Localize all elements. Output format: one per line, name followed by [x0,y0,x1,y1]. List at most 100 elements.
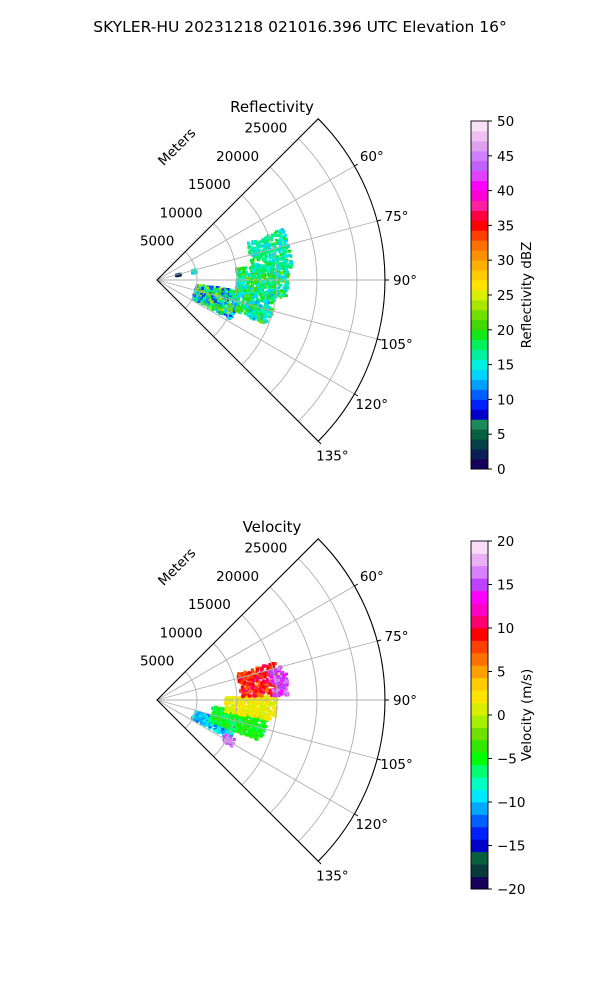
reflectivity-echo-gate [241,288,244,292]
reflectivity-echo-gate [242,293,246,297]
reflectivity-echo-gate [249,266,253,270]
reflectivity-echo-gate [258,271,262,275]
velocity-echo-gate [216,730,220,734]
velocity-panel: 5000 10000 15000 20000 25000 60° 75° 90° 105° 120… [140,518,535,898]
reflectivity-echo-gate [241,290,245,294]
reflectivity-colorbar-band [471,260,488,271]
velocity-echo-gate [216,709,220,712]
velocity-colorbar-band [471,727,488,741]
velocity-echo-gate [256,692,260,696]
reflectivity-echo-gate [249,293,253,297]
reflectivity-echo-gate [251,298,255,302]
reflectivity-echo-gate [256,301,260,305]
reflectivity-colorbar-band [471,309,488,321]
velocity-echo-gate [207,722,211,726]
reflectivity-echo-gate [239,274,242,278]
velocity-axes-frame [156,538,386,862]
reflectivity-echo-gate [257,251,261,255]
velocity-echo-gate [234,705,237,709]
reflectivity-echo-gate [244,285,248,289]
reflectivity-echo-gate [267,246,271,250]
reflectivity-echo-gate [215,304,219,308]
reflectivity-echo-gate [264,245,268,249]
reflectivity-echo-gate [247,277,251,281]
velocity-echo-gate [270,697,274,701]
reflectivity-echo-gate [246,283,250,287]
velocity-echo-gate [262,714,266,718]
reflectivity-colorbar-band [471,339,488,351]
reflectivity-echo-gate [251,265,255,269]
reflectivity-colorbar-tick-label: 20 [497,323,514,339]
reflectivity-echo-gate [265,242,269,246]
velocity-echo-gate [257,672,261,676]
velocity-echo-gate [237,727,241,731]
reflectivity-echo-gate [234,309,238,313]
velocity-echo-gate [236,711,240,715]
velocity-echo-gate [236,698,240,701]
reflectivity-colorbar-band [471,299,488,311]
reflectivity-echo-gate [276,271,280,275]
reflectivity-echo-gate [260,290,263,294]
velocity-echo-gate [205,715,208,719]
reflectivity-echo-gate [257,283,261,287]
velocity-echo-gate [257,681,261,685]
reflectivity-azimuth-gridline [156,220,378,281]
velocity-echo-gate [280,685,284,689]
reflectivity-echo-gate [257,311,261,315]
reflectivity-echo-gate [282,268,286,272]
reflectivity-colorbar-band [471,459,488,470]
reflectivity-echo-gate [213,292,216,296]
velocity-echo-gate [253,702,257,706]
reflectivity-colorbar-band [471,180,488,191]
reflectivity-echo-gate [212,295,216,299]
reflectivity-echo-gate [254,315,258,319]
reflectivity-echo-gate [277,286,281,290]
reflectivity-echo-gate [193,268,197,272]
reflectivity-azimuth-gridline [156,279,378,340]
velocity-echo-gate [235,729,239,733]
velocity-echo-gate [269,669,273,673]
reflectivity-echo-gate [272,281,276,285]
reflectivity-echo-gate [276,255,279,259]
velocity-echo-gate [258,666,262,670]
reflectivity-colorbar-band [471,270,488,281]
velocity-echo-gate [254,690,258,693]
reflectivity-polar-grid: 5000 10000 15000 20000 25000 60° 75° 90° 105° 120… [140,118,417,464]
reflectivity-echo-gate [250,259,254,263]
velocity-echo-gate [227,735,231,738]
reflectivity-echo-gate [220,292,224,296]
velocity-echo-gate [273,668,276,672]
reflectivity-echo-gate [217,290,221,294]
reflectivity-colorbar-label: Reflectivity dBZ [519,242,535,349]
velocity-echo-gate [245,710,249,714]
reflectivity-echo-gate [256,241,260,245]
reflectivity-echo-gate [227,303,231,307]
reflectivity-echo-gate [283,239,287,243]
velocity-colorbar-band [471,677,488,691]
velocity-echo-gate [266,681,269,685]
velocity-echo-gate [214,713,218,717]
reflectivity-echo-gate [257,248,261,252]
reflectivity-echo-gate [271,265,275,269]
reflectivity-echo-gate [236,301,240,305]
velocity-azimuth-gridline [156,699,378,760]
reflectivity-echo-gate [253,277,257,281]
reflectivity-echo-gate [197,296,201,300]
reflectivity-echo-gate [258,264,262,267]
velocity-echo-gate [194,710,198,714]
reflectivity-echo-gate [283,290,287,294]
velocity-echo-gate [221,727,225,731]
velocity-echo-gate [242,703,245,707]
reflectivity-echo-gate [286,282,290,286]
velocity-echo-gate [209,717,213,721]
reflectivity-echo-gate [248,289,252,293]
velocity-echo-gate [214,717,218,721]
velocity-echo-gate [208,725,212,729]
reflectivity-echo-gate [270,277,274,281]
velocity-echo-gate [245,673,249,677]
reflectivity-echo-gate [212,298,216,302]
velocity-echo-gate [237,672,241,676]
velocity-colorbar-band [471,839,488,853]
velocity-echo-gate [238,706,242,710]
